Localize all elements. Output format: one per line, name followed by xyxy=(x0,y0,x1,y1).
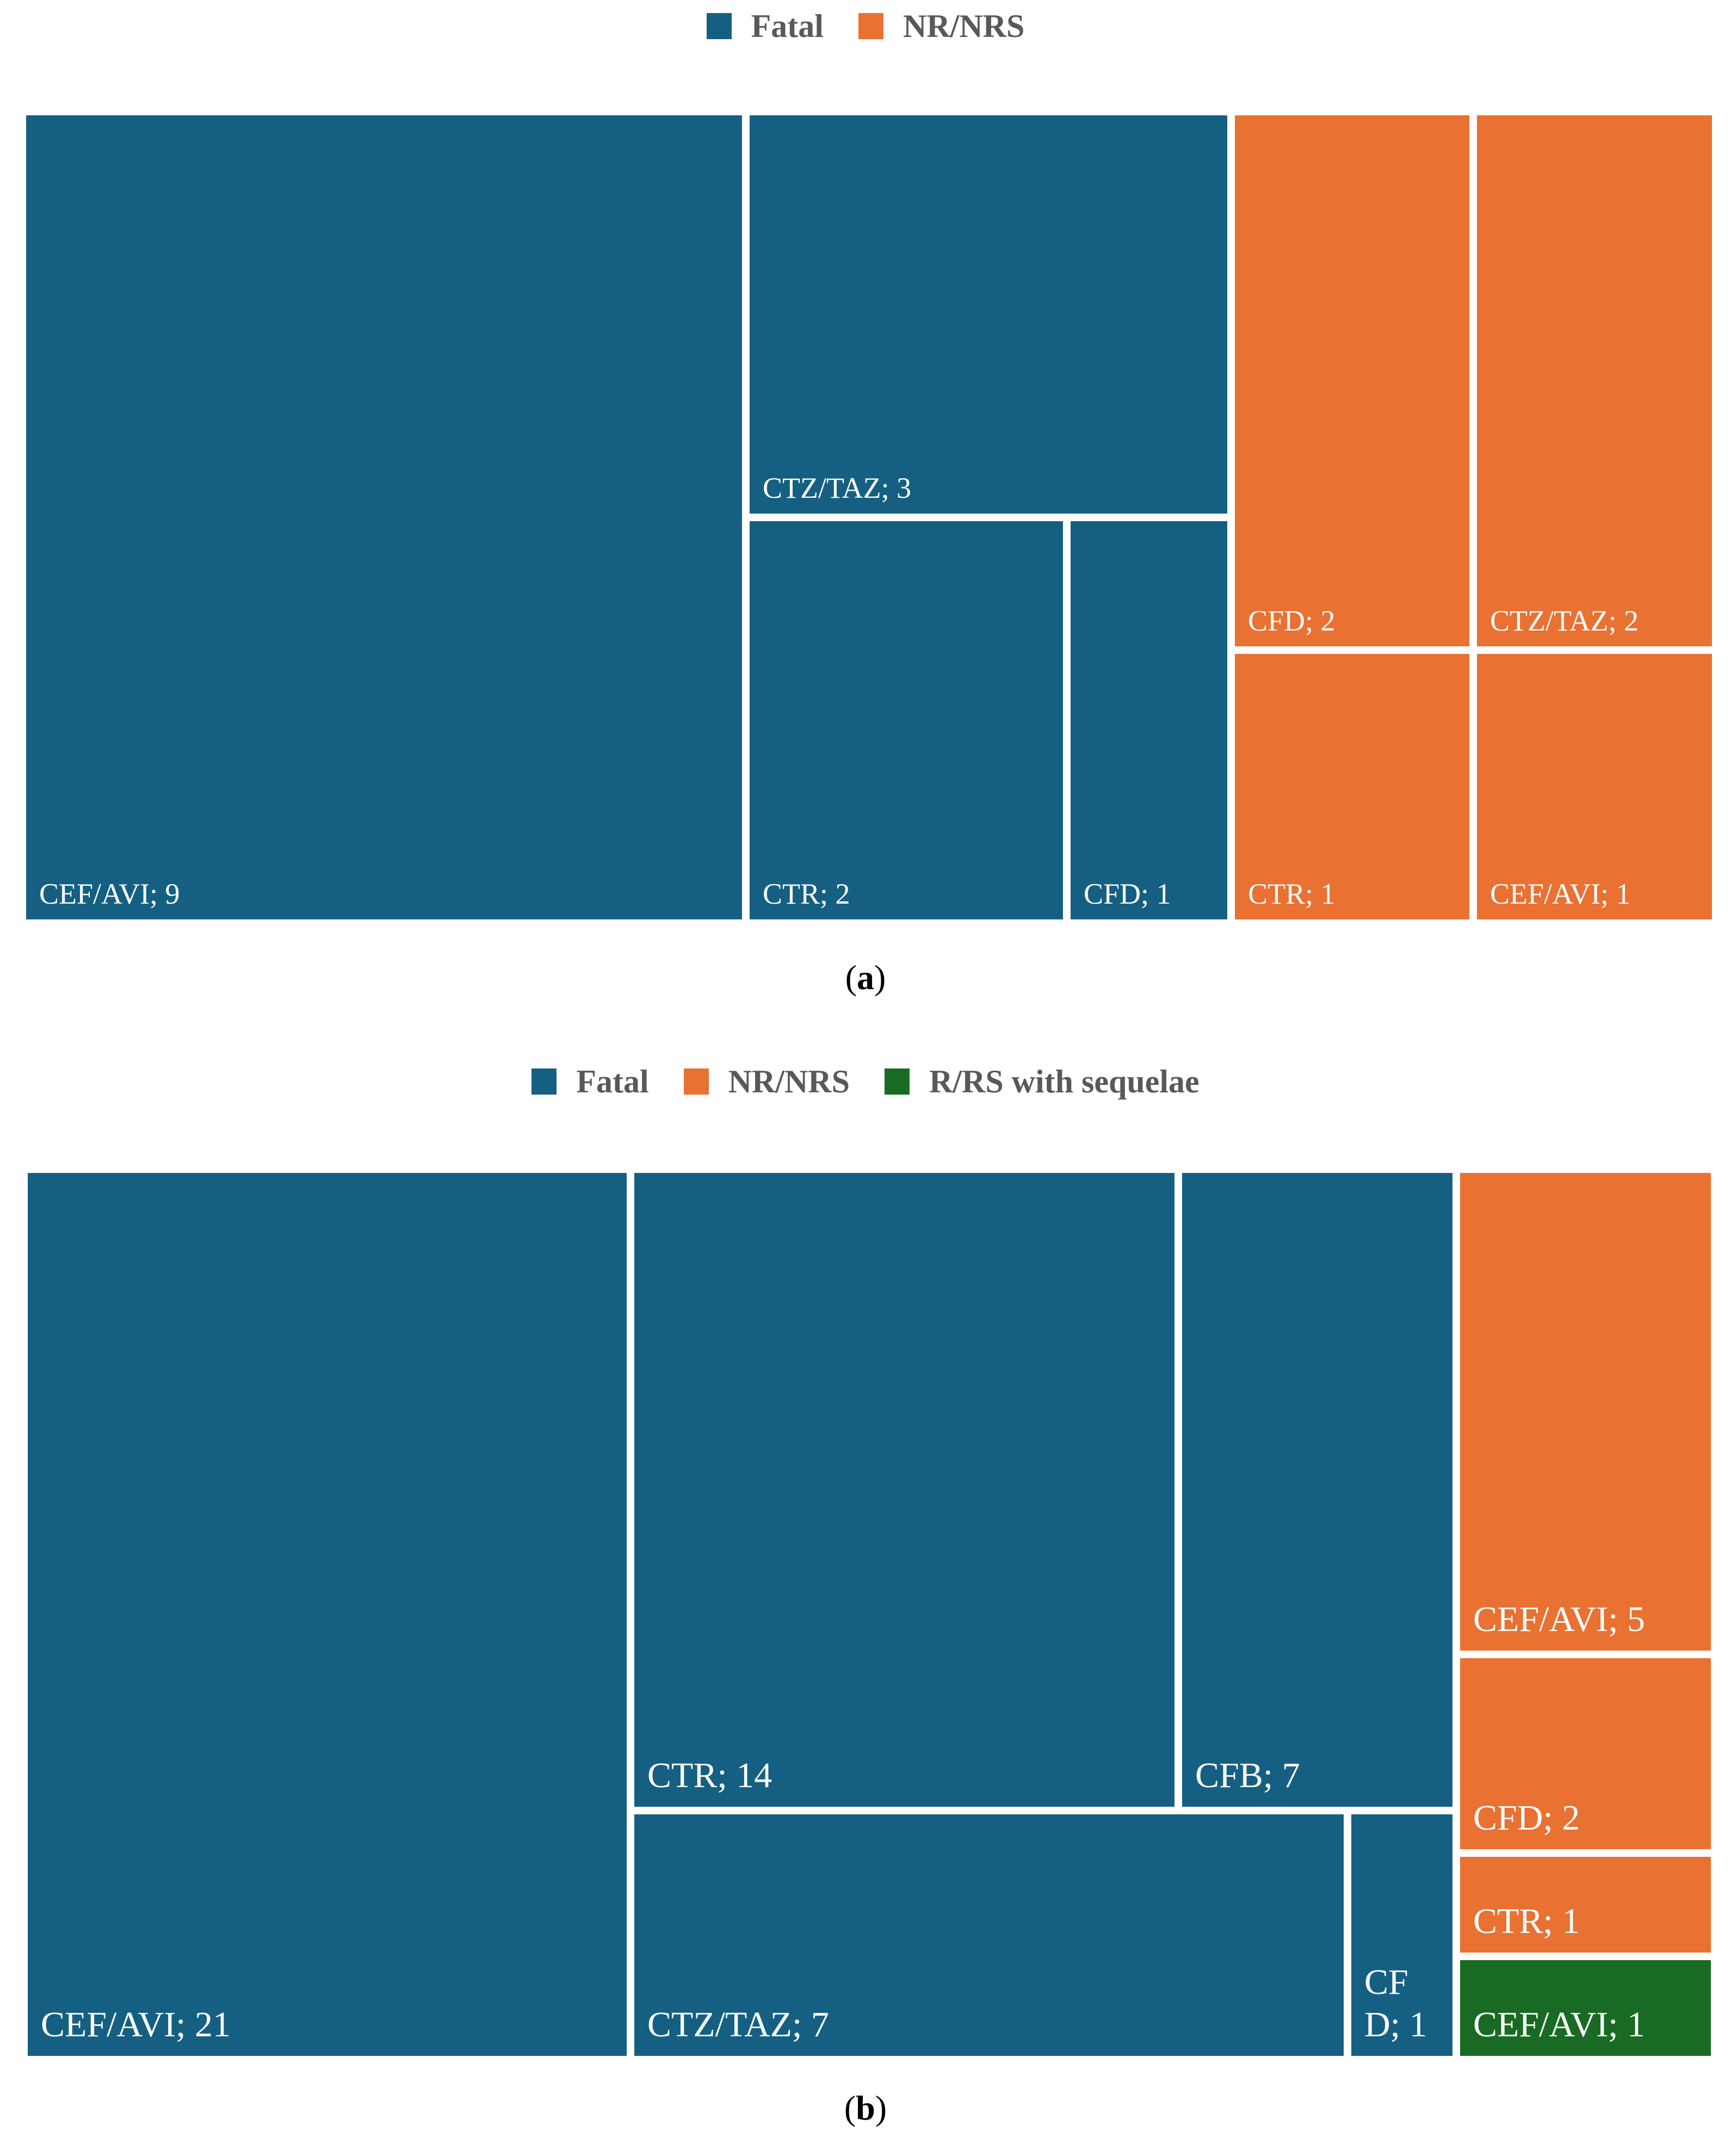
tile-fatal-cef-avi: CEF/AVI; 21 xyxy=(28,1173,627,2056)
legend-label-fatal: Fatal xyxy=(751,8,824,44)
tile-label-cfb: CFB; 7 xyxy=(1195,1756,1300,1796)
tile-fatal-cfd: CFD; 1 xyxy=(1071,521,1227,919)
tile-label-cef-avi: CEF/AVI; 21 xyxy=(41,2005,231,2045)
legend-item-fatal: Fatal xyxy=(531,1064,649,1099)
tile-fatal-cef-avi: CEF/AVI; 9 xyxy=(26,115,742,919)
tile-label-ctr: CTR; 1 xyxy=(1248,878,1336,911)
tile-label-ctz-taz: CTZ/TAZ; 7 xyxy=(647,2005,829,2045)
legend-label-nr-nrs: NR/NRS xyxy=(728,1064,850,1099)
legend-swatch-nr-nrs-icon xyxy=(858,13,883,39)
caption-a-open: ( xyxy=(845,958,857,997)
legend-a: Fatal NR/NRS xyxy=(0,10,1731,42)
tile-nr-nrs-ctz-taz: CTZ/TAZ; 2 xyxy=(1477,115,1712,646)
tile-fatal-ctz-taz: CTZ/TAZ; 7 xyxy=(634,1814,1344,2056)
legend-item-nr-nrs: NR/NRS xyxy=(683,1064,850,1099)
legend-item-fatal: Fatal xyxy=(706,8,824,44)
tile-fatal-cfb: CFB; 7 xyxy=(1182,1173,1452,1807)
tile-fatal-ctz-taz: CTZ/TAZ; 3 xyxy=(750,115,1227,514)
caption-b-letter: b xyxy=(856,2089,875,2127)
caption-a-close: ) xyxy=(874,958,886,997)
legend-item-r-rs-with-sequelae: R/RS with sequelae xyxy=(884,1064,1200,1099)
tile-label-cef-avi: CEF/AVI; 9 xyxy=(39,878,180,911)
legend-b: Fatal NR/NRS R/RS with sequelae xyxy=(0,1065,1731,1098)
tile-r-rs-with-sequelae-cef-avi: CEF/AVI; 1 xyxy=(1460,1960,1711,2056)
tile-label-cfd: CF D; 1 xyxy=(1364,1962,1427,2045)
tile-fatal-ctr: CTR; 2 xyxy=(750,521,1063,919)
tile-nr-nrs-cef-avi: CEF/AVI; 5 xyxy=(1460,1173,1711,1651)
caption-a: (a) xyxy=(0,957,1731,998)
tile-fatal-cfd: CF D; 1 xyxy=(1351,1814,1452,2056)
caption-a-letter: a xyxy=(857,958,874,997)
tile-label-ctr: CTR; 1 xyxy=(1473,1901,1580,1942)
legend-swatch-r-rs-with-sequelae-icon xyxy=(884,1068,910,1095)
legend-item-nr-nrs: NR/NRS xyxy=(858,10,1024,42)
tile-label-cfd: CFD; 1 xyxy=(1084,878,1171,911)
tile-label-ctr: CTR; 2 xyxy=(763,878,850,911)
tile-nr-nrs-cef-avi: CEF/AVI; 1 xyxy=(1477,654,1712,919)
tile-label-cfd: CFD; 2 xyxy=(1473,1798,1580,1838)
treemap-a: CEF/AVI; 9 CTZ/TAZ; 3 CTR; 2 CFD; 1 CFD; 2 CT… xyxy=(26,115,1712,919)
tile-label-ctz-taz: CTZ/TAZ; 2 xyxy=(1490,604,1639,638)
legend-label-fatal: Fatal xyxy=(576,1064,649,1099)
legend-swatch-fatal-icon xyxy=(706,13,732,39)
tile-label-ctz-taz: CTZ/TAZ; 3 xyxy=(763,472,912,505)
tile-label-cef-avi: CEF/AVI; 1 xyxy=(1490,878,1631,911)
tile-label-cef-avi: CEF/AVI; 1 xyxy=(1473,2005,1646,2045)
legend-swatch-nr-nrs-icon xyxy=(683,1068,709,1095)
tile-fatal-ctr: CTR; 14 xyxy=(634,1173,1174,1807)
legend-label-r-rs-with-sequelae: R/RS with sequelae xyxy=(929,1064,1200,1099)
treemap-b: CEF/AVI; 21 CTR; 14 CFB; 7 CTZ/TAZ; 7 CF D; … xyxy=(28,1173,1711,2056)
caption-b-close: ) xyxy=(875,2089,887,2127)
tile-label-cef-avi: CEF/AVI; 5 xyxy=(1473,1599,1646,1640)
caption-b: (b) xyxy=(0,2088,1731,2128)
tile-label-ctr: CTR; 14 xyxy=(647,1756,772,1796)
tile-nr-nrs-cfd: CFD; 2 xyxy=(1235,115,1469,646)
legend-swatch-fatal-icon xyxy=(531,1068,557,1095)
caption-b-open: ( xyxy=(844,2089,856,2127)
tile-label-cfd: CFD; 2 xyxy=(1248,604,1336,638)
tile-nr-nrs-cfd: CFD; 2 xyxy=(1460,1658,1711,1849)
legend-label-nr-nrs: NR/NRS xyxy=(902,8,1025,44)
tile-nr-nrs-ctr: CTR; 1 xyxy=(1460,1857,1711,1953)
tile-nr-nrs-ctr: CTR; 1 xyxy=(1235,654,1469,919)
